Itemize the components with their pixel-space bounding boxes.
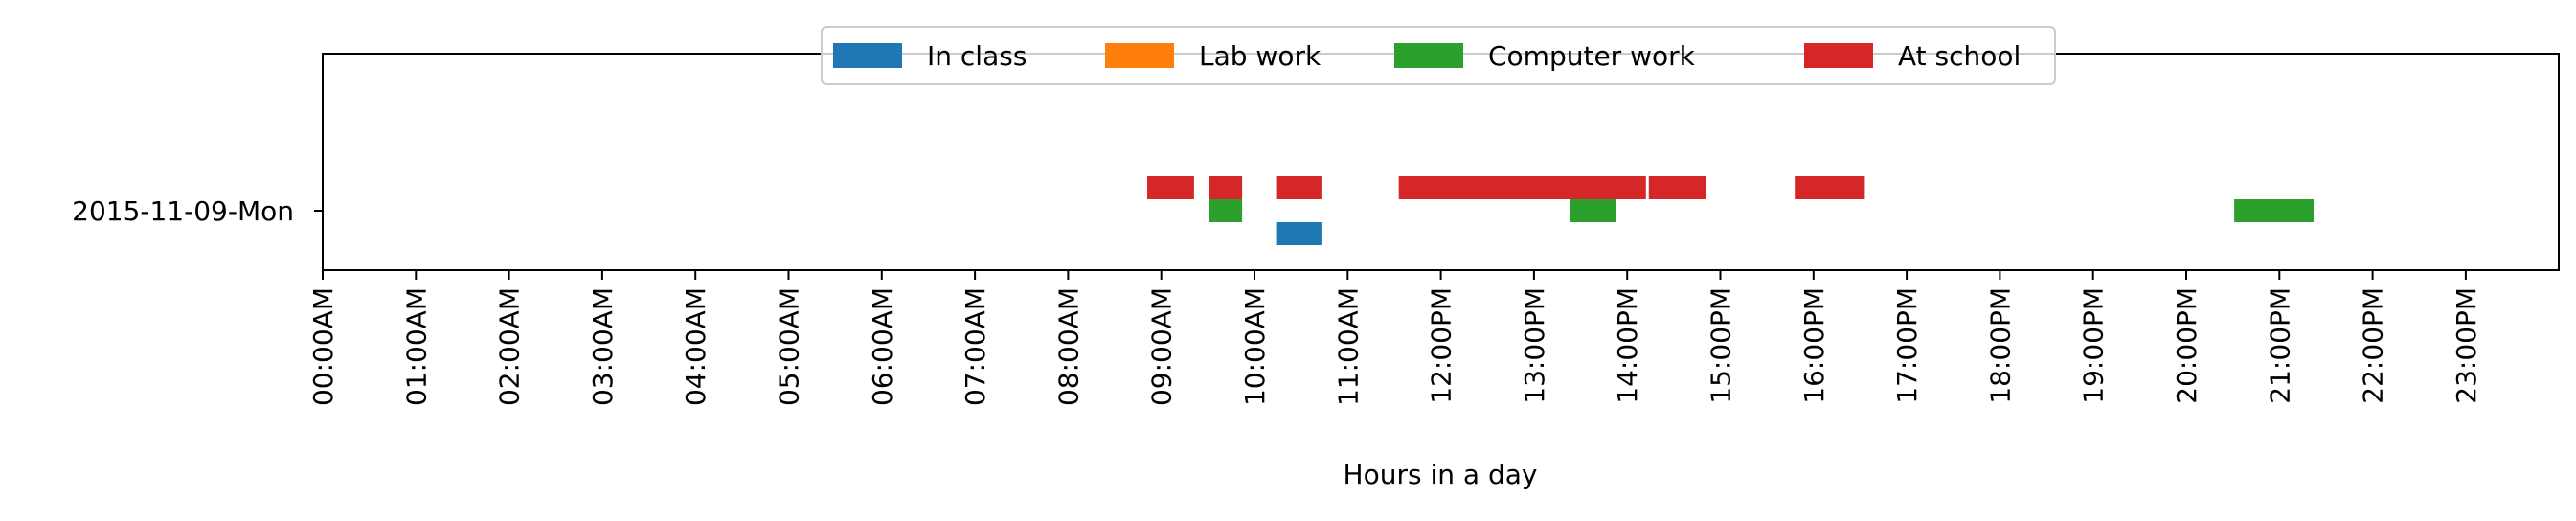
legend: In class Lab work Computer work At school [821,26,2056,85]
legend-label: In class [927,40,1027,72]
bars-layer [1147,176,2314,245]
x-tick-label: 06:00AM [867,287,898,406]
x-axis-title: Hours in a day [1344,459,1538,490]
x-tick-label: 01:00AM [400,287,432,406]
x-tick-label: 08:00AM [1052,287,1084,406]
x-tick-label: 15:00PM [1706,287,1737,404]
bar-segment [1276,222,1322,245]
series-in-class [1276,222,1322,245]
series-computer-work [1209,199,2314,222]
x-tick-label: 22:00PM [2358,287,2389,404]
x-tick-label: 16:00PM [1798,287,1830,404]
bar-segment [1570,199,1616,222]
bar-segment [1209,176,1243,199]
x-tick-label: 20:00PM [2171,287,2203,404]
x-tick-label: 10:00AM [1239,287,1271,406]
x-axis: 00:00AM 01:00AM 02:00AM 03:00AM 04:00AM 05:00… [307,270,2482,406]
legend-label: At school [1898,40,2021,72]
x-tick-label: 23:00PM [2451,287,2482,404]
x-tick-label: 04:00AM [680,287,712,406]
x-tick-label: 13:00PM [1519,287,1550,404]
bar-segment [2234,199,2314,222]
y-axis: 2015-11-09-Mon [72,195,323,227]
x-tick-label: 12:00PM [1426,287,1457,404]
legend-swatch [833,43,902,68]
legend-label: Computer work [1488,40,1696,72]
x-tick-label: 09:00AM [1146,287,1178,406]
x-tick-label: 11:00AM [1332,287,1364,406]
x-tick-label: 00:00AM [307,287,339,406]
x-tick-label: 02:00AM [494,287,526,406]
bar-segment [1209,199,1243,222]
x-tick-label: 19:00PM [2078,287,2110,404]
x-tick-label: 14:00PM [1612,287,1643,404]
x-tick-label: 18:00PM [1984,287,2016,404]
bar-segment [1147,176,1194,199]
x-tick-label: 05:00AM [774,287,805,406]
legend-label: Lab work [1199,40,1322,72]
bar-segment [1276,176,1322,199]
legend-swatch [1105,43,1174,68]
y-tick-label: 2015-11-09-Mon [72,195,294,227]
x-tick-label: 21:00PM [2264,287,2295,404]
series-at-school [1147,176,1865,199]
x-tick-label: 17:00PM [1891,287,1923,404]
legend-swatch [1804,43,1873,68]
bar-segment [1398,176,1646,199]
x-tick-label: 07:00AM [960,287,991,406]
legend-swatch [1394,43,1463,68]
plot-area [323,54,2559,270]
x-tick-label: 03:00AM [587,287,619,406]
bar-segment [1648,176,1706,199]
bar-segment [1795,176,1865,199]
